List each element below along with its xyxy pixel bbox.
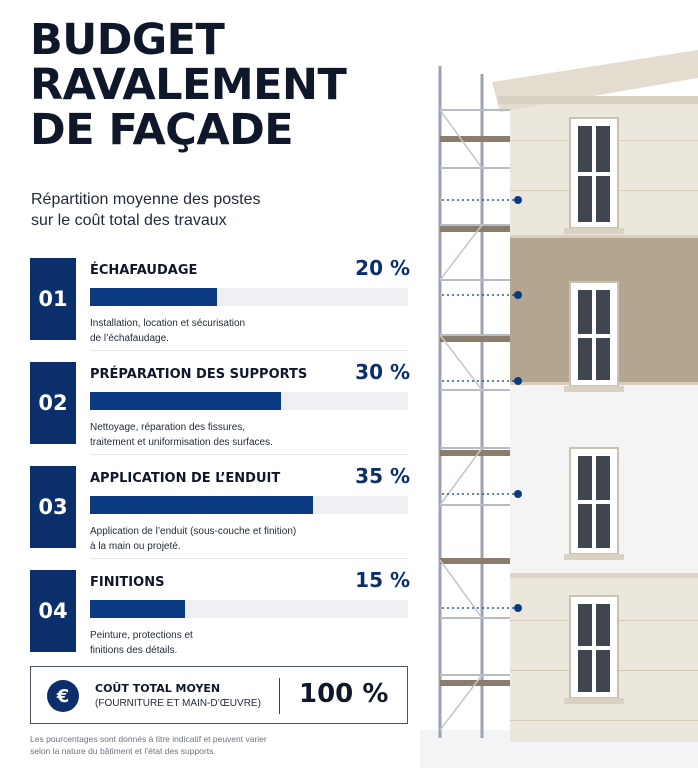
item-description: Installation, location et sécurisation d… — [90, 316, 320, 346]
item-description-line: Installation, location et sécurisation — [90, 318, 246, 329]
item-percent: 20 % — [355, 256, 410, 280]
item-description-line: Application de l’enduit (sous-couche et … — [90, 526, 297, 537]
item-description-line: de l’échafaudage. — [90, 333, 169, 344]
item-description-line: traitement et uniformisation des surface… — [90, 437, 273, 448]
building-facade-illustration — [420, 50, 698, 768]
item-title: PRÉPARATION DES SUPPORTS — [90, 367, 308, 382]
item-percent: 30 % — [355, 360, 410, 384]
title-line-2: RAVALEMENT — [30, 60, 347, 110]
bar-fill — [90, 496, 313, 514]
item-percent: 15 % — [355, 568, 410, 592]
item-description: Peinture, protections et finitions des d… — [90, 628, 320, 658]
item-number-badge: 02 — [30, 362, 76, 444]
item-title: FINITIONS — [90, 575, 165, 590]
bar-fill — [90, 288, 218, 306]
item-description: Application de l’enduit (sous-couche et … — [90, 524, 320, 554]
item-title: APPLICATION DE L’ENDUIT — [90, 471, 281, 486]
bar-track — [90, 288, 408, 306]
footnote-line: Les pourcentages sont donnés à titre ind… — [30, 734, 267, 744]
bar-fill — [90, 392, 281, 410]
divider — [90, 350, 408, 351]
subtitle-line-2: sur le coût total des travaux — [31, 212, 227, 229]
bar-track — [90, 496, 408, 514]
title-line-1: BUDGET — [30, 15, 225, 65]
item-title: ÉCHAFAUDAGE — [90, 263, 198, 278]
item-description-line: à la main ou projeté. — [90, 541, 181, 552]
item-percent: 35 % — [355, 464, 410, 488]
title-line-3: DE FAÇADE — [30, 105, 294, 155]
item-description-line: finitions des détails. — [90, 645, 178, 656]
total-label: COÛT TOTAL MOYEN — [95, 682, 221, 695]
divider — [90, 454, 408, 455]
bar-track — [90, 600, 408, 618]
item-number-badge: 03 — [30, 466, 76, 548]
bar-fill — [90, 600, 186, 618]
subtitle-line-1: Répartition moyenne des postes — [31, 191, 261, 208]
item-description-line: Nettoyage, réparation des fissures, — [90, 422, 246, 433]
item-number-badge: 01 — [30, 258, 76, 340]
item-number-badge: 04 — [30, 570, 76, 652]
total-cost-box: € COÛT TOTAL MOYEN (FOURNITURE ET MAIN-D… — [30, 666, 408, 724]
bar-track — [90, 392, 408, 410]
total-sublabel: (FOURNITURE ET MAIN-D’ŒUVRE) — [95, 698, 261, 709]
page-title: BUDGET RAVALEMENT DE FAÇADE — [30, 18, 430, 153]
footnote-line: selon la nature du bâtiment et l’état de… — [30, 746, 216, 756]
total-divider — [279, 678, 280, 714]
euro-icon: € — [47, 680, 79, 712]
item-description-line: Peinture, protections et — [90, 630, 193, 641]
item-description: Nettoyage, réparation des fissures, trai… — [90, 420, 320, 450]
subtitle: Répartition moyenne des postes sur le co… — [31, 189, 331, 231]
total-value: 100 % — [299, 679, 389, 709]
divider — [90, 558, 408, 559]
footnote: Les pourcentages sont donnés à titre ind… — [30, 733, 330, 757]
